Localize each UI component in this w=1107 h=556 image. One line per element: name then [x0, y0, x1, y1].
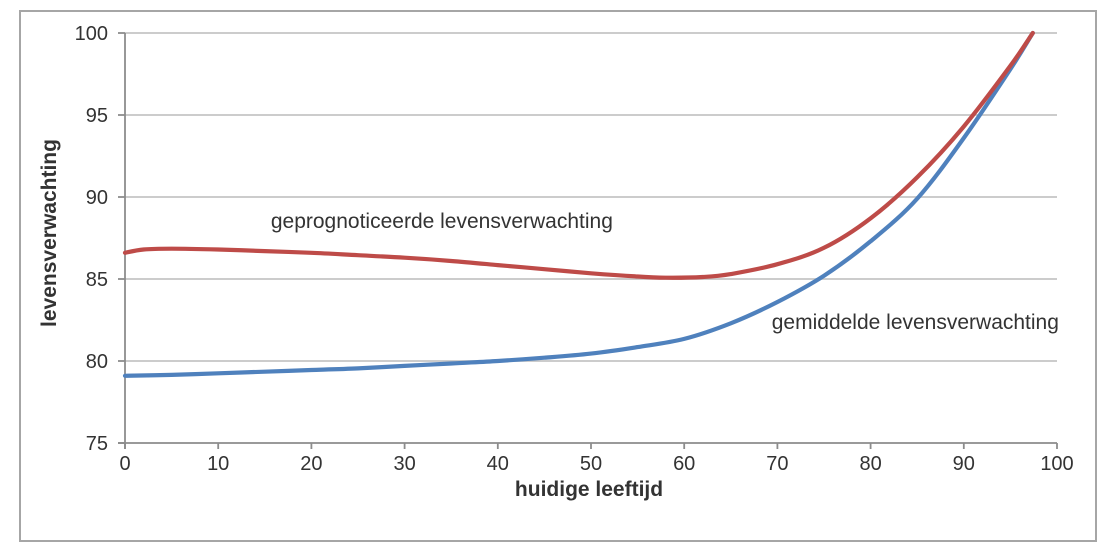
projected-series-label: geprognoticeerde levensverwachting — [270, 209, 613, 233]
x-tick-label: 90 — [953, 453, 975, 475]
x-tick-label: 100 — [1040, 453, 1073, 475]
x-tick-label: 40 — [487, 453, 509, 475]
x-tick-label: 20 — [300, 453, 322, 475]
y-tick-label: 75 — [86, 433, 108, 455]
y-tick-label: 80 — [86, 351, 108, 373]
y-tick-label: 100 — [75, 23, 108, 45]
x-tick-label: 30 — [393, 453, 415, 475]
average-series-label: gemiddelde levensverwachting — [771, 311, 1059, 335]
x-tick-label: 50 — [580, 453, 602, 475]
x-tick-label: 80 — [859, 453, 881, 475]
projected-series-curve — [122, 30, 1035, 280]
chart-border — [19, 10, 1097, 542]
y-tick-label: 90 — [86, 187, 108, 209]
y-tick-label: 95 — [86, 105, 108, 127]
average-series-curve — [122, 30, 1035, 378]
x-tick-label: 70 — [766, 453, 788, 475]
x-tick-label: 60 — [673, 453, 695, 475]
x-axis-title: huidige leeftijd — [514, 478, 664, 501]
x-tick-label: 0 — [119, 453, 130, 475]
x-tick-label: 10 — [207, 453, 229, 475]
y-axis-title: levensverwachting — [38, 139, 61, 327]
y-tick-label: 85 — [86, 269, 108, 291]
